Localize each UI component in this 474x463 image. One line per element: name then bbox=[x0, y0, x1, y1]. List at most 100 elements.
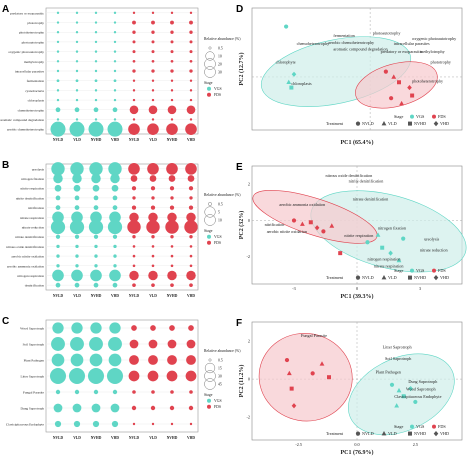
bubble-fds bbox=[132, 69, 136, 73]
bubble-vgs bbox=[91, 403, 101, 413]
bubble-fds bbox=[129, 105, 139, 115]
bubble-fds bbox=[170, 283, 174, 287]
bubble-fds bbox=[189, 50, 193, 54]
bubble-fds bbox=[151, 254, 155, 258]
x-tick-label: -2.5 bbox=[295, 442, 302, 447]
row-label: Clavicipitaceous Endophyte bbox=[6, 423, 45, 427]
bubble-fds bbox=[189, 40, 193, 44]
legend-size-circle bbox=[205, 51, 215, 61]
y-tick-label: -2 bbox=[247, 415, 251, 420]
stage-label: FDS bbox=[438, 268, 446, 273]
bubble-vgs bbox=[55, 234, 61, 239]
point-fds bbox=[389, 96, 394, 101]
confidence-ellipse-fds bbox=[258, 333, 353, 422]
stage-label: VGS bbox=[214, 87, 222, 91]
treatment-title: Treatment bbox=[326, 275, 344, 280]
bubble-fds bbox=[132, 59, 136, 63]
bubble-vgs bbox=[93, 107, 99, 113]
bubble-vgs bbox=[73, 184, 81, 192]
bubble-vgs bbox=[56, 98, 60, 102]
loading-label: Soil Saprotroph bbox=[385, 356, 412, 361]
point-vgs bbox=[291, 71, 297, 77]
legend-value: 0.5 bbox=[218, 358, 223, 362]
bubble-vgs bbox=[113, 21, 117, 24]
bubble-fds bbox=[130, 175, 138, 182]
x-axis-label: PC1 (39.3%) bbox=[341, 293, 374, 300]
bubble-vgs bbox=[70, 162, 84, 176]
stage-title: Stage bbox=[394, 114, 403, 119]
legend-size-circle bbox=[204, 66, 216, 78]
point-fds bbox=[407, 84, 412, 91]
column-label: NVHD bbox=[91, 294, 102, 298]
treatment-swatch-vhd bbox=[433, 121, 439, 127]
y-tick-label: 2 bbox=[248, 182, 250, 187]
loading-label: nitrite respiration bbox=[344, 233, 374, 238]
legend-value: 0.5 bbox=[218, 46, 223, 50]
bubble-vgs bbox=[73, 420, 81, 428]
bubble-fds bbox=[189, 98, 193, 102]
bubble-fds bbox=[189, 283, 193, 287]
treatment-label: VHD bbox=[440, 275, 449, 280]
loading-label: oxygenic photoautotrophy bbox=[412, 36, 457, 41]
bubble-fds bbox=[132, 40, 136, 44]
stage-label: VGS bbox=[416, 424, 425, 429]
column-label: NVLD bbox=[129, 436, 140, 440]
point-vgs bbox=[394, 403, 400, 408]
point-vgs bbox=[375, 232, 381, 237]
bubble-fds bbox=[151, 283, 155, 287]
bubble-fds bbox=[148, 212, 158, 223]
bubble-fds bbox=[188, 405, 194, 411]
point-vgs bbox=[286, 79, 292, 85]
bubble-fds bbox=[188, 205, 194, 210]
row-label: nitrogen fixation bbox=[21, 177, 44, 181]
stage-swatch-vgs bbox=[207, 86, 211, 91]
loading-label: nitrate reduction bbox=[420, 247, 448, 252]
bubble-vgs bbox=[68, 367, 86, 385]
panel-letter: E bbox=[236, 162, 243, 173]
bubble-vgs bbox=[75, 244, 79, 249]
bubble-vgs bbox=[49, 367, 67, 385]
bubble-vgs bbox=[113, 79, 117, 83]
bubble-fds bbox=[132, 20, 136, 25]
bubble-vgs bbox=[56, 21, 60, 24]
loading-label: Fungal Parasite bbox=[301, 333, 327, 338]
row-label: cyanobacteria bbox=[25, 89, 44, 93]
column-label: NVLD bbox=[53, 294, 64, 298]
row-label: aerobic chemoheterotrophy bbox=[7, 128, 44, 132]
legend-value: 10 bbox=[218, 218, 222, 222]
bubble-vgs bbox=[56, 40, 60, 44]
x-tick-label: 0 bbox=[356, 286, 358, 291]
loading-label: nitrate denitrification bbox=[353, 196, 389, 201]
point-fds bbox=[391, 74, 397, 79]
bubble-fds bbox=[186, 355, 196, 365]
bubble-fds bbox=[151, 20, 155, 25]
bubble-fds bbox=[150, 186, 156, 191]
bubble-vgs bbox=[75, 21, 79, 24]
point-fds bbox=[399, 100, 405, 106]
point-fds bbox=[314, 225, 320, 231]
row-label: Plant Pathogen bbox=[24, 359, 45, 363]
bubble-fds bbox=[132, 118, 136, 121]
bubble-fds bbox=[189, 118, 193, 121]
bubble-vgs bbox=[56, 244, 60, 249]
bubble-fds bbox=[150, 325, 156, 331]
bubble-vgs bbox=[51, 353, 65, 367]
row-label: Fungal Parasite bbox=[23, 391, 44, 395]
bubble-vgs bbox=[75, 98, 79, 102]
bubble-vgs bbox=[112, 234, 118, 239]
bubble-vgs bbox=[70, 353, 84, 367]
loading-label: methylotrophy bbox=[420, 49, 446, 54]
column-label: VHD bbox=[187, 138, 195, 142]
bubble-fds bbox=[186, 105, 196, 115]
stage-title: Stage bbox=[394, 424, 403, 429]
stage-swatch-vgs bbox=[207, 234, 211, 239]
point-fds bbox=[284, 357, 290, 363]
bubble-vgs bbox=[112, 195, 118, 201]
bubble-fds bbox=[186, 212, 196, 223]
row-label: chemoheterotrophy bbox=[18, 108, 45, 112]
point-fds bbox=[410, 93, 415, 98]
bubble-vgs bbox=[75, 60, 79, 63]
